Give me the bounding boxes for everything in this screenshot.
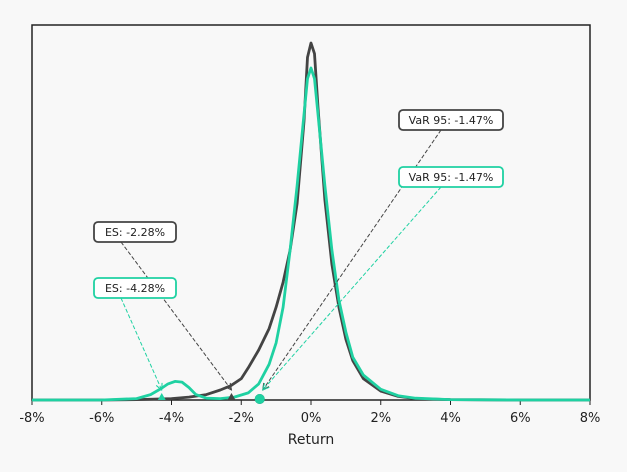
x-axis-title: Return [288, 432, 334, 448]
annotation-label: VaR 95: -1.47% [409, 114, 494, 127]
es-marker-series-1 [227, 393, 236, 400]
x-tick-label: -2% [229, 411, 254, 426]
plot-frame [31, 24, 591, 401]
x-tick-label: 2% [370, 411, 391, 426]
annotation-arrow [120, 297, 162, 390]
x-tick-label: 8% [580, 411, 601, 426]
x-tick-label: 0% [301, 411, 322, 426]
annotation-box [398, 166, 504, 188]
annotation-label: ES: -4.28% [105, 282, 165, 295]
x-tick-label: 4% [440, 411, 461, 426]
x-tick-label: -6% [89, 411, 114, 426]
annotation-label: ES: -2.28% [105, 226, 165, 239]
annotation-arrow [120, 241, 231, 390]
annotation-box [93, 277, 177, 299]
annotation-box [93, 221, 177, 243]
x-tick-label: -4% [159, 411, 184, 426]
annotation-box [398, 109, 504, 131]
x-tick-label: -8% [19, 411, 44, 426]
annotation-label: VaR 95: -1.47% [409, 171, 494, 184]
density-curve-series-2 [32, 66, 590, 402]
x-tick-label: 6% [510, 411, 531, 426]
annotation-arrow [263, 129, 442, 390]
annotation-arrow [263, 186, 442, 390]
es-marker-series-2 [157, 393, 166, 400]
var-marker-series-2 [254, 394, 265, 404]
